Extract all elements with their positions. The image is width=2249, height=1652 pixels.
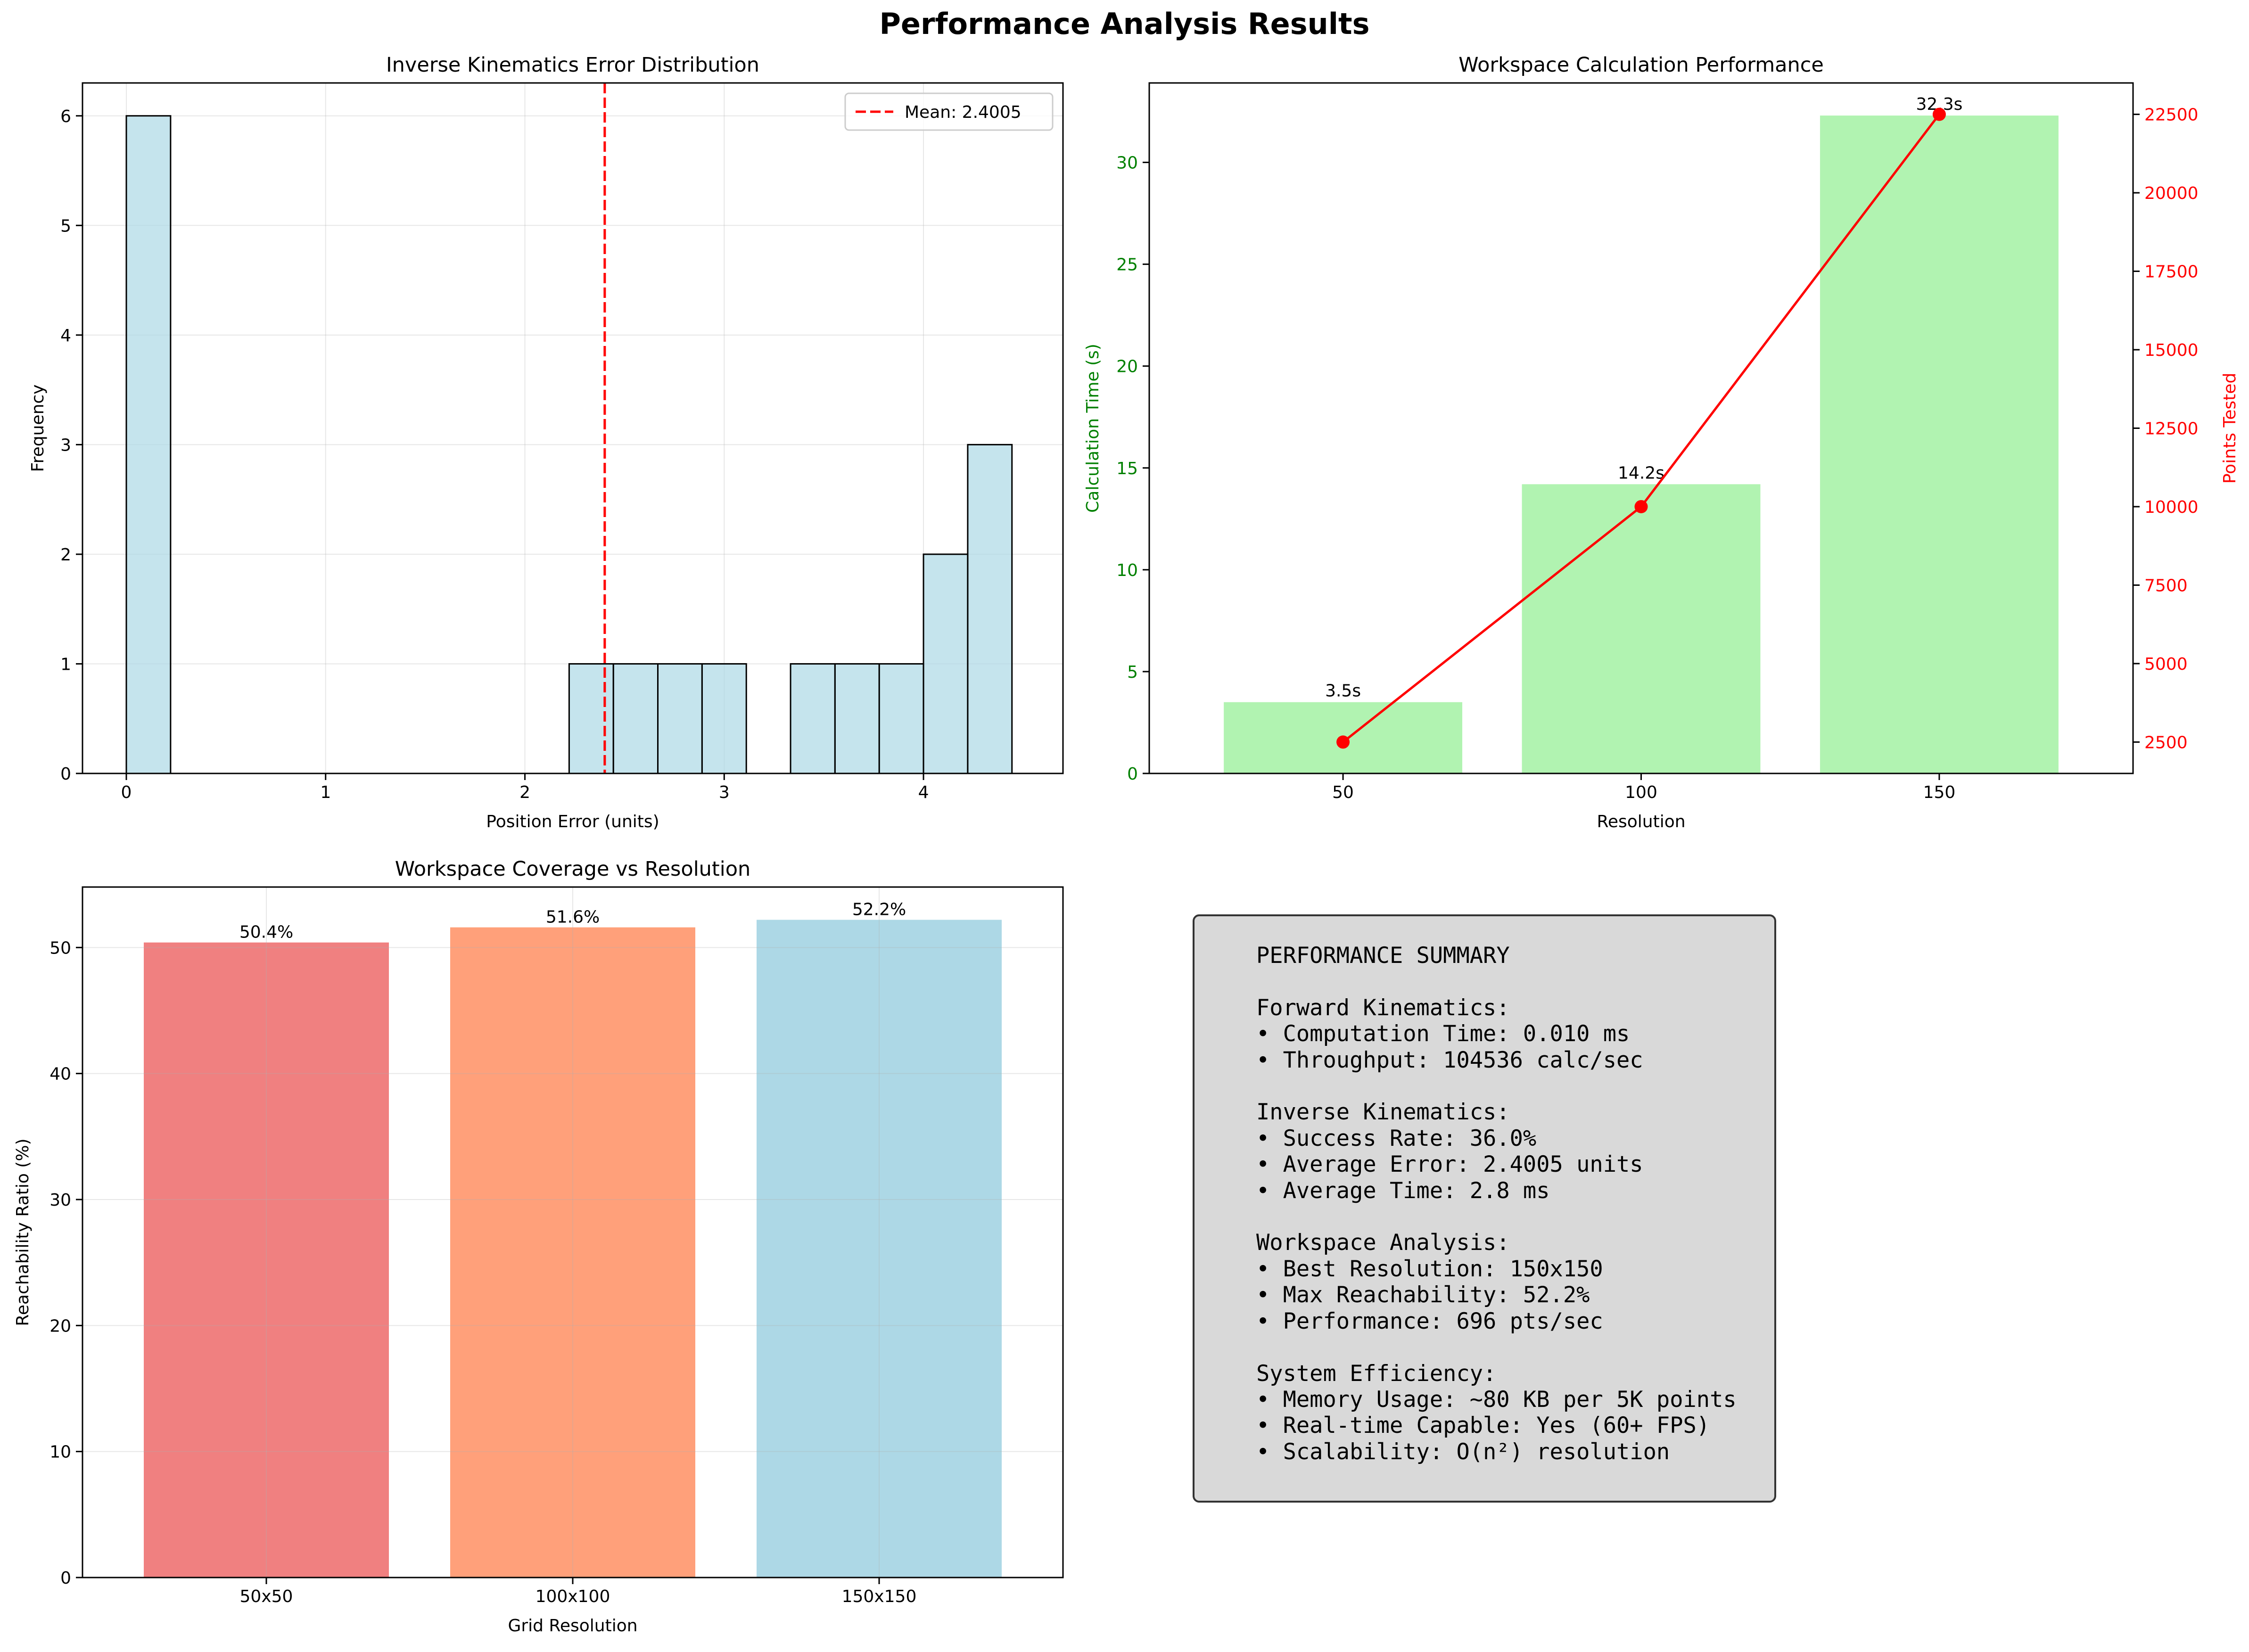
coverage-xtick-label: 50x50 — [240, 1587, 293, 1606]
histogram-bar — [878, 663, 924, 774]
hist-ytick-label: 1 — [60, 655, 71, 674]
perf-ytick-right-label: 2500 — [2144, 733, 2188, 752]
hist-legend — [844, 92, 1054, 131]
histogram-bar — [612, 663, 659, 774]
perf-ytick-left-label: 20 — [1116, 357, 1138, 377]
perf-xlabel: Resolution — [1597, 812, 1685, 831]
coverage-xtick-label: 150x150 — [842, 1587, 917, 1606]
perf-xtick-label: 150 — [1923, 783, 1956, 802]
coverage-ytick-label: 30 — [49, 1191, 71, 1210]
perf-ytick-right-label: 22500 — [2144, 106, 2199, 125]
perf-ytick-left-label: 25 — [1116, 255, 1138, 275]
perf-ytick-left-label: 5 — [1127, 663, 1138, 682]
perf-ytick-left-label: 0 — [1127, 764, 1138, 784]
points-marker — [1932, 107, 1946, 121]
coverage-bar-label: 50.4% — [239, 923, 293, 942]
perf-ytick-right-label: 12500 — [2144, 419, 2199, 439]
summary-text: PERFORMANCE SUMMARY Forward Kinematics: … — [1256, 943, 1737, 1465]
coverage-bar — [450, 927, 695, 1578]
points-marker — [1336, 735, 1350, 749]
coverage-bar-label: 51.6% — [546, 908, 600, 927]
hist-ytick-label: 2 — [60, 545, 71, 565]
histogram-bar — [790, 663, 836, 774]
hist-xtick-label: 0 — [121, 783, 132, 802]
coverage-title: Workspace Coverage vs Resolution — [395, 857, 751, 881]
coverage-bar-label: 52.2% — [852, 900, 906, 920]
histogram-bar — [923, 553, 969, 774]
coverage-bar — [757, 920, 1002, 1578]
perf-ytick-right-label: 15000 — [2144, 341, 2199, 360]
coverage-ytick-label: 50 — [49, 938, 71, 958]
perf-ytick-right-label: 5000 — [2144, 655, 2188, 674]
coverage-ytick-label: 20 — [49, 1316, 71, 1336]
coverage-ytick-label: 40 — [49, 1065, 71, 1084]
perf-ytick-left-label: 10 — [1116, 561, 1138, 580]
time-bar-label: 3.5s — [1325, 682, 1361, 701]
hist-xtick-label: 1 — [320, 783, 331, 802]
perf-xtick-label: 50 — [1332, 783, 1354, 802]
histogram-bar — [125, 115, 172, 774]
hist-xlabel: Position Error (units) — [486, 812, 659, 831]
histogram-bar — [568, 663, 614, 774]
perf-ytick-right-label: 10000 — [2144, 498, 2199, 517]
points-marker — [1634, 500, 1648, 513]
hist-xtick-label: 2 — [519, 783, 530, 802]
perf-ytick-left-label: 15 — [1116, 459, 1138, 478]
hist-xtick-label: 3 — [719, 783, 730, 802]
time-bar-label: 14.2s — [1618, 463, 1664, 483]
figure-title: Performance Analysis Results — [879, 7, 1370, 41]
time-bar — [1820, 115, 2059, 774]
histogram-bar — [701, 663, 747, 774]
coverage-bar — [144, 942, 389, 1578]
coverage-ytick-label: 10 — [49, 1443, 71, 1462]
perf-xtick-label: 100 — [1625, 783, 1657, 802]
perf-ytick-right-label: 7500 — [2144, 576, 2188, 595]
perf-ytick-right-label: 20000 — [2144, 184, 2199, 203]
perf-title: Workspace Calculation Performance — [1458, 53, 1824, 77]
perf-ytick-right-label: 17500 — [2144, 263, 2199, 282]
time-bar — [1522, 484, 1761, 773]
hist-ylabel: Frequency — [28, 385, 48, 472]
coverage-xtick-label: 100x100 — [535, 1587, 610, 1606]
coverage-ylabel: Reachability Ratio (%) — [13, 1138, 33, 1326]
coverage-xlabel: Grid Resolution — [508, 1616, 637, 1636]
histogram-bar — [834, 663, 880, 774]
histogram-bar — [657, 663, 703, 774]
perf-ylabel-left: Calculation Time (s) — [1083, 344, 1103, 513]
hist-ytick-label: 3 — [60, 436, 71, 455]
hist-ytick-label: 4 — [60, 326, 71, 345]
hist-ytick-label: 0 — [60, 764, 71, 784]
histogram-bar — [967, 444, 1013, 774]
coverage-ytick-label: 0 — [60, 1569, 71, 1588]
hist-axes-frame — [82, 82, 1064, 774]
hist-ytick-label: 5 — [60, 216, 71, 236]
perf-ytick-left-label: 30 — [1116, 154, 1138, 173]
hist-ytick-label: 6 — [60, 107, 71, 126]
hist-xtick-label: 4 — [918, 783, 929, 802]
hist-legend-label: Mean: 2.4005 — [905, 103, 1022, 122]
summary-panel — [1193, 914, 1776, 1503]
hist-title: Inverse Kinematics Error Distribution — [386, 53, 759, 77]
perf-ylabel-right: Points Tested — [2220, 373, 2240, 484]
